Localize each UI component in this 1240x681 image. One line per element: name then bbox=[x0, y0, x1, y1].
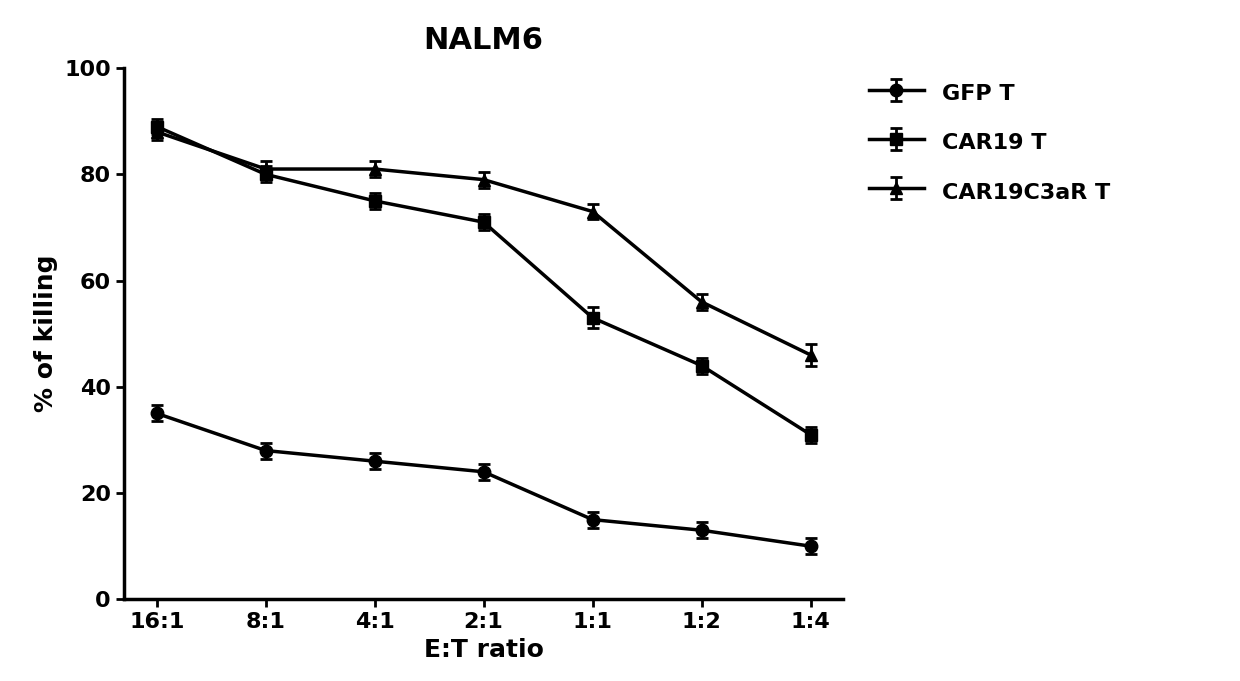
Title: NALM6: NALM6 bbox=[424, 26, 543, 54]
Y-axis label: % of killing: % of killing bbox=[35, 255, 58, 413]
Legend: GFP T, CAR19 T, CAR19C3aR T: GFP T, CAR19 T, CAR19C3aR T bbox=[869, 79, 1110, 205]
X-axis label: E:T ratio: E:T ratio bbox=[424, 638, 543, 662]
